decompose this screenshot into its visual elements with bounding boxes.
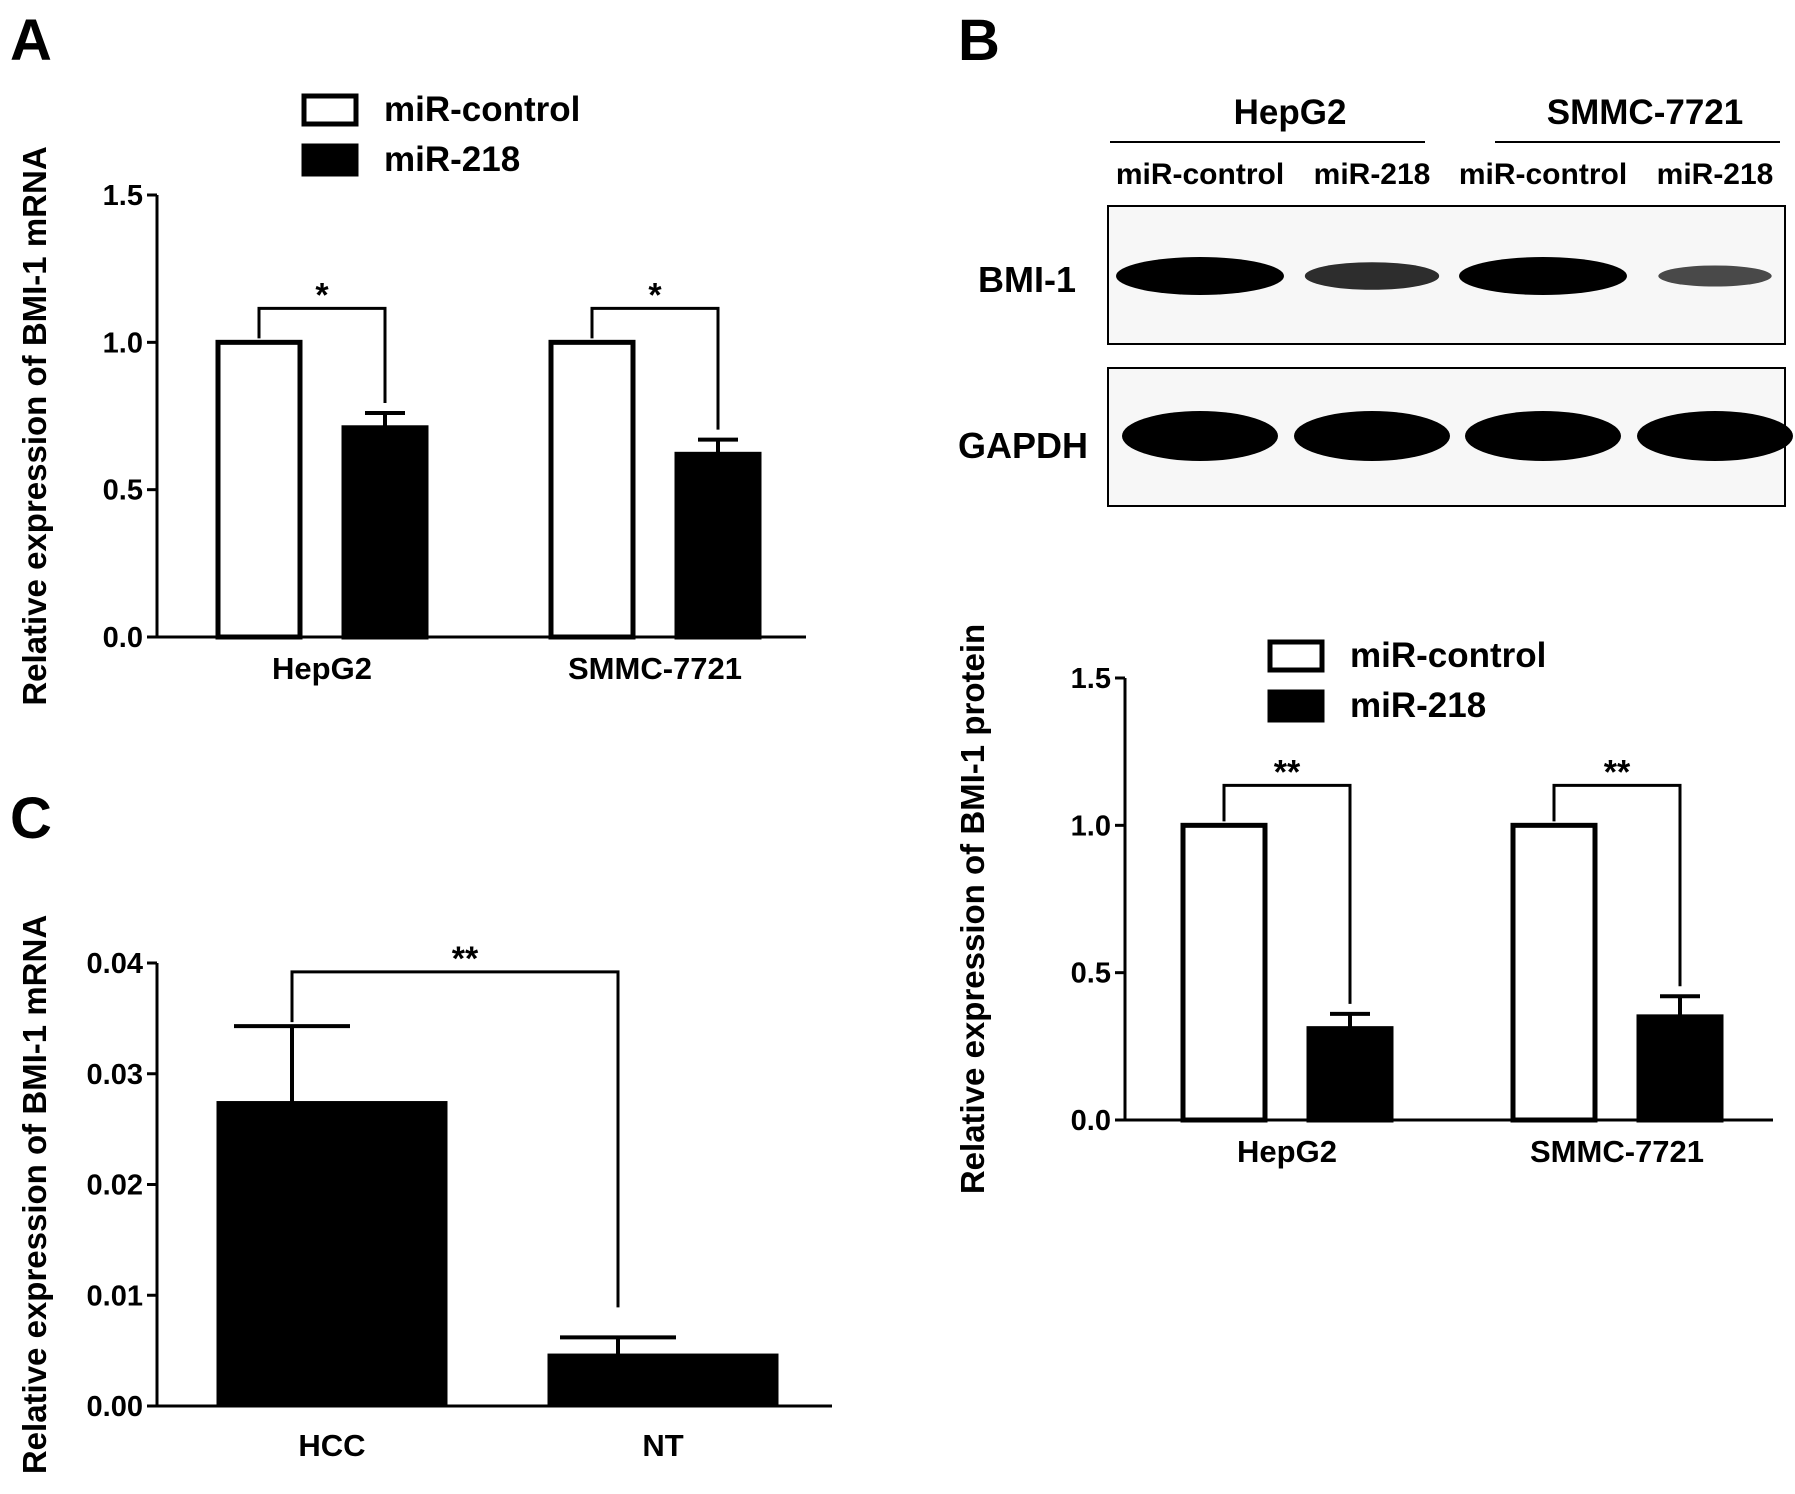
legend-label: miR-218 xyxy=(1350,686,1486,725)
y-axis-title: Relative expression of BMI-1 mRNA xyxy=(16,146,53,705)
western-blot: HepG2 SMMC-7721 miR-control miR-218 miR-… xyxy=(958,93,1793,507)
bar-treatment xyxy=(341,425,429,640)
band-gapdh-1 xyxy=(1294,411,1450,461)
significance-bracket xyxy=(1222,783,1352,1004)
blot-cellline-label-1: SMMC-7721 xyxy=(1547,93,1743,132)
chart-c: 0.00 0.01 0.02 0.03 0.04 Relative expression … xyxy=(16,915,832,1474)
bar-treatment xyxy=(1306,1026,1394,1123)
blot-lane-label-2: miR-control xyxy=(1459,158,1627,191)
x-category-label: SMMC-7721 xyxy=(1530,1134,1704,1169)
significance-marker: ** xyxy=(1274,753,1301,791)
bar-treatment xyxy=(674,451,762,640)
y-tick-label: 0.03 xyxy=(87,1059,143,1091)
band-bmi1-2 xyxy=(1459,257,1627,295)
legend-swatch xyxy=(301,93,359,127)
legend-swatch xyxy=(301,143,359,177)
band-gapdh-3 xyxy=(1637,411,1793,461)
y-tick-label: 0.04 xyxy=(87,948,143,980)
blot-row-label-gapdh: GAPDH xyxy=(958,425,1088,466)
legend-swatch xyxy=(1267,689,1325,723)
significance-bracket xyxy=(257,306,387,404)
y-tick-label: 0.00 xyxy=(87,1391,143,1423)
x-category-label: NT xyxy=(642,1428,683,1463)
y-tick-label: 0.02 xyxy=(87,1170,143,1202)
panel-label-a: A xyxy=(10,8,52,73)
band-bmi1-1 xyxy=(1304,262,1440,290)
significance-marker: ** xyxy=(1604,753,1631,791)
significance-marker: ** xyxy=(452,940,479,978)
blot-bands xyxy=(1116,257,1793,461)
blot-cellline-label-0: HepG2 xyxy=(1234,93,1347,132)
bar-control xyxy=(1510,822,1598,1123)
blot-lane-label-1: miR-218 xyxy=(1314,158,1431,191)
bar-control xyxy=(1180,822,1268,1123)
x-category-label: HCC xyxy=(298,1428,365,1463)
band-gapdh-2 xyxy=(1465,411,1621,461)
significance-bracket xyxy=(290,970,620,1308)
x-category-label: SMMC-7721 xyxy=(568,651,742,686)
y-tick-label: 0.0 xyxy=(103,622,143,654)
y-axis-title: Relative expression of BMI-1 mRNA xyxy=(16,915,53,1474)
significance-bracket xyxy=(1552,783,1682,987)
legend-label: miR-control xyxy=(384,90,580,129)
legend-label: miR-control xyxy=(1350,636,1546,675)
bar-control xyxy=(215,339,303,640)
bar-control xyxy=(548,339,636,640)
y-tick-label: 1.0 xyxy=(1071,810,1111,842)
significance-bracket xyxy=(590,306,720,430)
band-bmi1-3 xyxy=(1658,265,1772,287)
panel-label-b: B xyxy=(958,8,1000,73)
y-tick-label: 0.01 xyxy=(87,1280,143,1312)
chart-a: 0.0 0.5 1.0 1.5 Relative expression of BMI-1… xyxy=(16,90,806,706)
band-bmi1-0 xyxy=(1116,257,1284,295)
legend-swatch xyxy=(1267,639,1325,673)
y-tick-label: 1.5 xyxy=(1071,663,1111,695)
bar-treatment xyxy=(1636,1014,1724,1123)
significance-marker: * xyxy=(315,276,329,314)
significance-marker: * xyxy=(648,276,662,314)
legend-label: miR-218 xyxy=(384,140,520,179)
y-tick-label: 1.0 xyxy=(103,327,143,359)
y-tick-label: 0.5 xyxy=(1071,958,1111,990)
x-category-label: HepG2 xyxy=(1237,1134,1337,1169)
y-tick-label: 1.5 xyxy=(103,180,143,212)
blot-lane-label-0: miR-control xyxy=(1116,158,1284,191)
blot-lane-label-3: miR-218 xyxy=(1657,158,1774,191)
bar xyxy=(547,1353,779,1408)
y-tick-label: 0.0 xyxy=(1071,1105,1111,1137)
blot-row-label-bmi1: BMI-1 xyxy=(978,259,1076,300)
bar xyxy=(216,1101,448,1408)
x-category-label: HepG2 xyxy=(272,651,372,686)
panel-label-c: C xyxy=(10,786,52,851)
y-tick-label: 0.5 xyxy=(103,475,143,507)
band-gapdh-0 xyxy=(1122,411,1278,461)
y-axis-title: Relative expression of BMI-1 protein xyxy=(954,624,991,1194)
chart-b: 0.0 0.5 1.0 1.5 Relative expression of BMI-1… xyxy=(954,624,1773,1194)
